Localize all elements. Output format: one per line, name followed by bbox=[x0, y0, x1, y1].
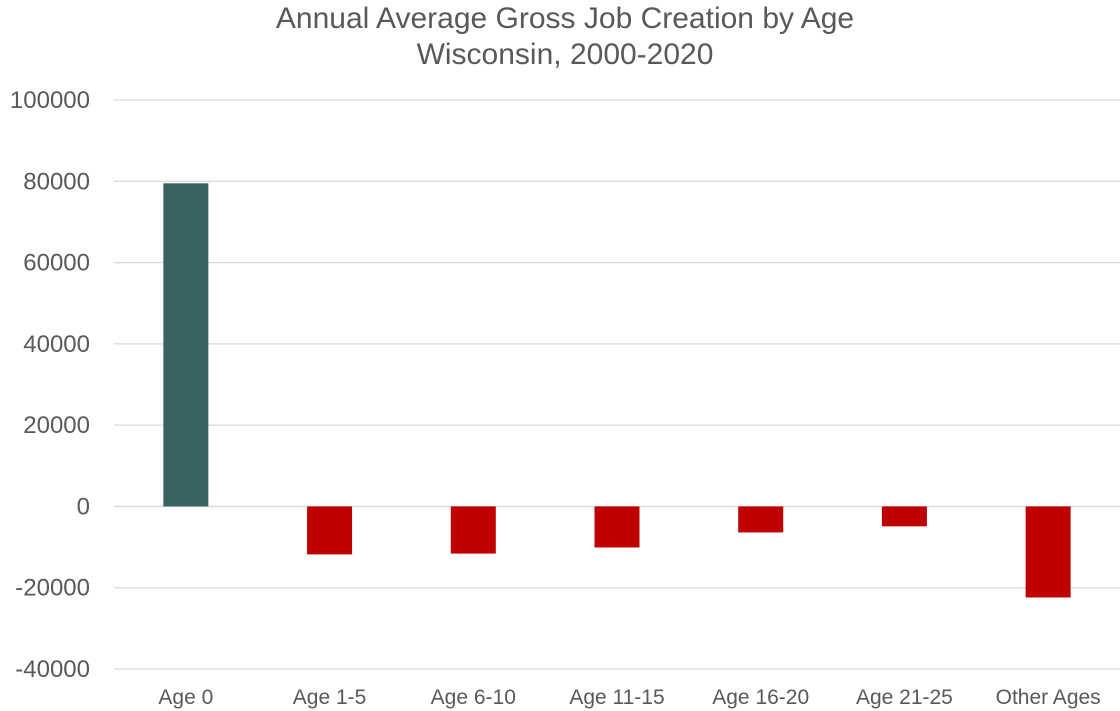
bar-other-ages bbox=[1025, 506, 1071, 598]
x-tick-label: Age 11-15 bbox=[569, 686, 664, 709]
y-axis-tick-labels: 100000 80000 60000 40000 20000 0 -20000 -40000 bbox=[10, 87, 90, 683]
y-tick-label: 20000 bbox=[23, 412, 90, 439]
bar-age-11-15 bbox=[594, 506, 640, 548]
chart-title: Annual Average Gross Job Creation by Age bbox=[276, 2, 854, 35]
bar-age-16-20 bbox=[738, 506, 784, 533]
x-tick-label: Age 0 bbox=[158, 686, 213, 709]
chart-subtitle: Wisconsin, 2000-2020 bbox=[417, 38, 714, 71]
x-tick-label: Age 1-5 bbox=[293, 686, 367, 709]
x-tick-label: Other Ages bbox=[996, 686, 1101, 709]
y-tick-label: 100000 bbox=[10, 87, 90, 114]
x-tick-label: Age 6-10 bbox=[431, 686, 516, 709]
bar-age-21-25 bbox=[881, 506, 927, 527]
x-tick-label: Age 21-25 bbox=[856, 686, 953, 709]
y-tick-label: 80000 bbox=[23, 168, 90, 195]
y-tick-label: 0 bbox=[77, 493, 90, 520]
bar-age-6-10 bbox=[450, 506, 496, 554]
bar-age-1-5 bbox=[307, 506, 353, 555]
gridlines bbox=[114, 99, 1120, 670]
x-axis-tick-labels: Age 0 Age 1-5 Age 6-10 Age 11-15 Age 16-20 Ag… bbox=[158, 686, 1100, 709]
y-tick-label: 60000 bbox=[23, 250, 90, 277]
y-tick-label: -40000 bbox=[15, 656, 90, 683]
y-tick-label: 40000 bbox=[23, 331, 90, 358]
y-tick-label: -20000 bbox=[15, 575, 90, 602]
bars bbox=[163, 183, 1071, 598]
bar-age-0 bbox=[163, 183, 209, 507]
x-tick-label: Age 16-20 bbox=[712, 686, 809, 709]
